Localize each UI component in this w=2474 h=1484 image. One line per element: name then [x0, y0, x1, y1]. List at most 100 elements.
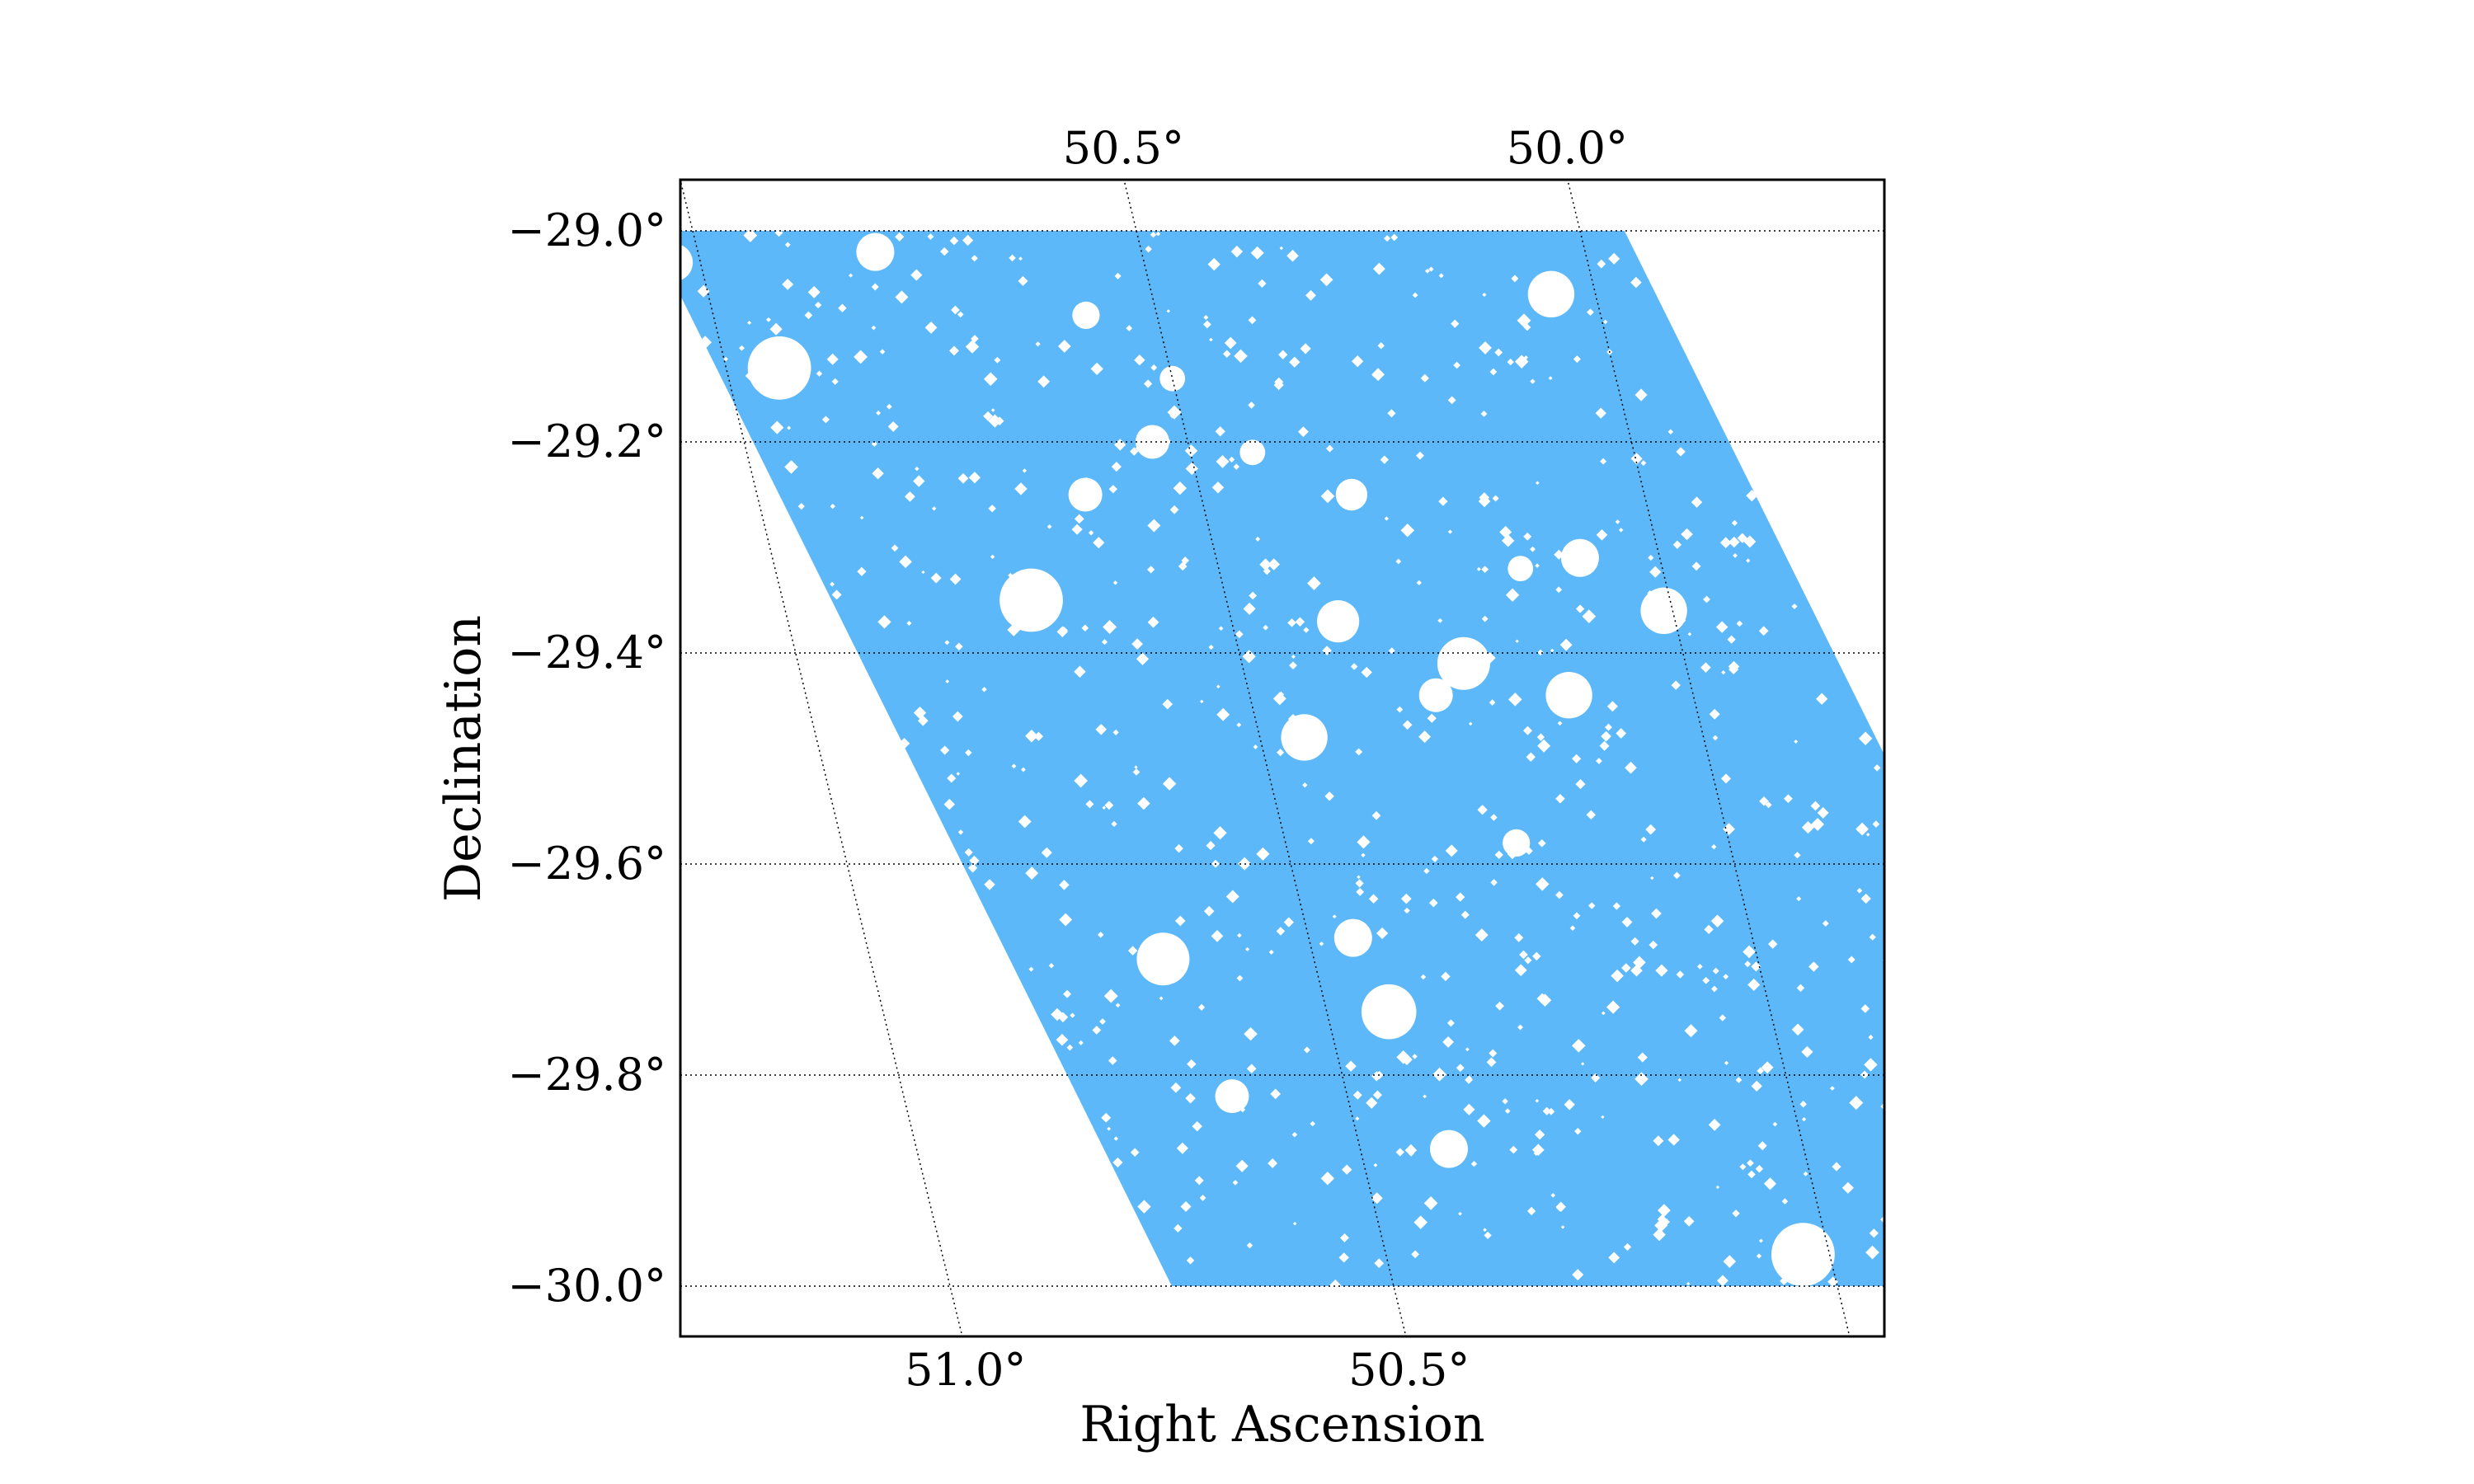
mask-hole-small — [1310, 1120, 1315, 1127]
mask-hole-small — [1480, 411, 1488, 417]
ra-tick-labels-bottom: 51.0° 50.5° — [905, 1344, 1470, 1396]
mask-hole-small — [1256, 847, 1270, 861]
mask-hole-small — [1926, 1261, 1937, 1272]
mask-hole-small — [1396, 706, 1404, 713]
mask-hole-small — [1490, 879, 1498, 886]
mask-hole-small — [1253, 744, 1258, 749]
mask-hole-small — [1723, 1255, 1737, 1268]
mask-hole-small — [1423, 1196, 1438, 1210]
mask-hole-small — [1481, 615, 1489, 622]
mask-hole-small — [1945, 982, 1956, 993]
mask-hole-small — [1180, 1200, 1192, 1213]
mask-hole-small — [1192, 1120, 1202, 1132]
mask-hole-small — [1535, 1098, 1540, 1103]
mask-hole-small — [1130, 447, 1139, 456]
mask-hole-small — [1611, 969, 1624, 983]
ra-grid-line — [1567, 180, 1851, 1336]
mask-hole-small — [1366, 1097, 1378, 1109]
mask-hole-small — [1174, 915, 1186, 927]
mask-hole-small — [1400, 893, 1412, 904]
mask-hole-small — [1547, 1107, 1555, 1115]
mask-hole-small — [1162, 777, 1177, 791]
mask-hole-small — [1517, 1024, 1523, 1031]
mask-hole-small — [1597, 259, 1606, 269]
mask-hole-small — [1791, 1023, 1804, 1036]
mask-hole-small — [1743, 945, 1756, 959]
mask-hole-small — [1492, 495, 1499, 502]
mask-hole-small — [964, 848, 973, 857]
mask-hole-large — [1771, 1223, 1835, 1286]
mask-hole-large — [1317, 600, 1360, 643]
mask-hole-small — [1341, 1164, 1352, 1175]
mask-hole-small — [1702, 976, 1710, 984]
mask-hole-small — [1059, 880, 1070, 890]
mask-hole-small — [1377, 342, 1385, 350]
mask-hole-small — [1420, 974, 1427, 980]
mask-hole-small — [1147, 519, 1161, 533]
mask-hole-small — [1808, 961, 1819, 972]
mask-hole-small — [1538, 993, 1552, 1007]
mask-hole-small — [1703, 595, 1710, 603]
mask-hole-small — [1302, 782, 1308, 788]
footprint-polygon — [680, 231, 1884, 1286]
mask-hole-small — [1894, 913, 1900, 918]
mask-hole-small — [969, 855, 980, 866]
mask-hole-small — [1137, 1200, 1151, 1214]
mask-hole-small — [971, 335, 979, 343]
mask-hole-small — [1482, 292, 1487, 298]
mask-hole-small — [921, 570, 925, 575]
mask-hole-small — [1535, 563, 1540, 568]
mask-hole-small — [1535, 877, 1550, 891]
mask-hole-small — [1612, 902, 1621, 910]
mask-hole-small — [1295, 617, 1305, 627]
mask-hole-small — [1892, 849, 1903, 861]
mask-hole-small — [1215, 426, 1225, 437]
mask-hole-small — [797, 503, 805, 510]
mask-hole-small — [1446, 1019, 1455, 1027]
mask-hole-small — [1560, 1225, 1565, 1229]
mask-hole-small — [1564, 1099, 1575, 1111]
mask-hole-small — [1198, 1003, 1206, 1011]
mask-hole-small — [1277, 749, 1285, 757]
mask-hole-small — [913, 706, 927, 720]
mask-hole-small — [2004, 1153, 2016, 1165]
mask-hole-small — [1057, 340, 1071, 353]
mask-hole-small — [1618, 528, 1624, 533]
mask-hole-small — [1864, 1058, 1878, 1072]
mask-hole-small — [1987, 1168, 1999, 1180]
mask-hole-small — [1715, 1185, 1720, 1190]
mask-hole-small — [886, 403, 892, 410]
mask-hole-small — [723, 356, 728, 362]
mask-hole-small — [1588, 902, 1596, 909]
mask-hole-small — [1514, 355, 1529, 369]
mask-hole-small — [1174, 843, 1183, 853]
mask-hole-small — [1481, 566, 1489, 573]
y-axis-label: Declination — [435, 615, 492, 902]
mask-hole-small — [1224, 336, 1237, 350]
mask-hole-small — [1132, 768, 1141, 776]
mask-hole-small — [943, 798, 956, 810]
mask-hole-small — [1384, 235, 1391, 242]
mask-hole-large — [1215, 1079, 1249, 1114]
mask-hole-small — [927, 233, 934, 240]
mask-hole-small — [1514, 964, 1527, 977]
mask-hole-small — [1479, 340, 1492, 355]
mask-hole-small — [1438, 496, 1448, 506]
mask-hole-small — [1187, 1059, 1197, 1069]
mask-hole-small — [1872, 820, 1880, 828]
mask-hole-small — [1136, 652, 1150, 665]
mask-hole-small — [1206, 841, 1216, 851]
mask-hole-small — [1526, 1206, 1536, 1216]
mask-hole-small — [1490, 814, 1498, 821]
mask-hole-small — [965, 749, 972, 757]
mask-hole-large — [1072, 301, 1100, 329]
mask-hole-small — [1441, 971, 1451, 982]
mask-hole-large — [999, 568, 1063, 632]
mask-hole-small — [1384, 516, 1389, 521]
mask-hole-small — [1319, 942, 1324, 946]
mask-hole-small — [1259, 558, 1272, 571]
mask-hole-large — [1068, 477, 1103, 512]
mask-hole-small — [1477, 1114, 1491, 1128]
mask-hole-small — [1320, 489, 1335, 504]
mask-hole-small — [1111, 820, 1117, 828]
